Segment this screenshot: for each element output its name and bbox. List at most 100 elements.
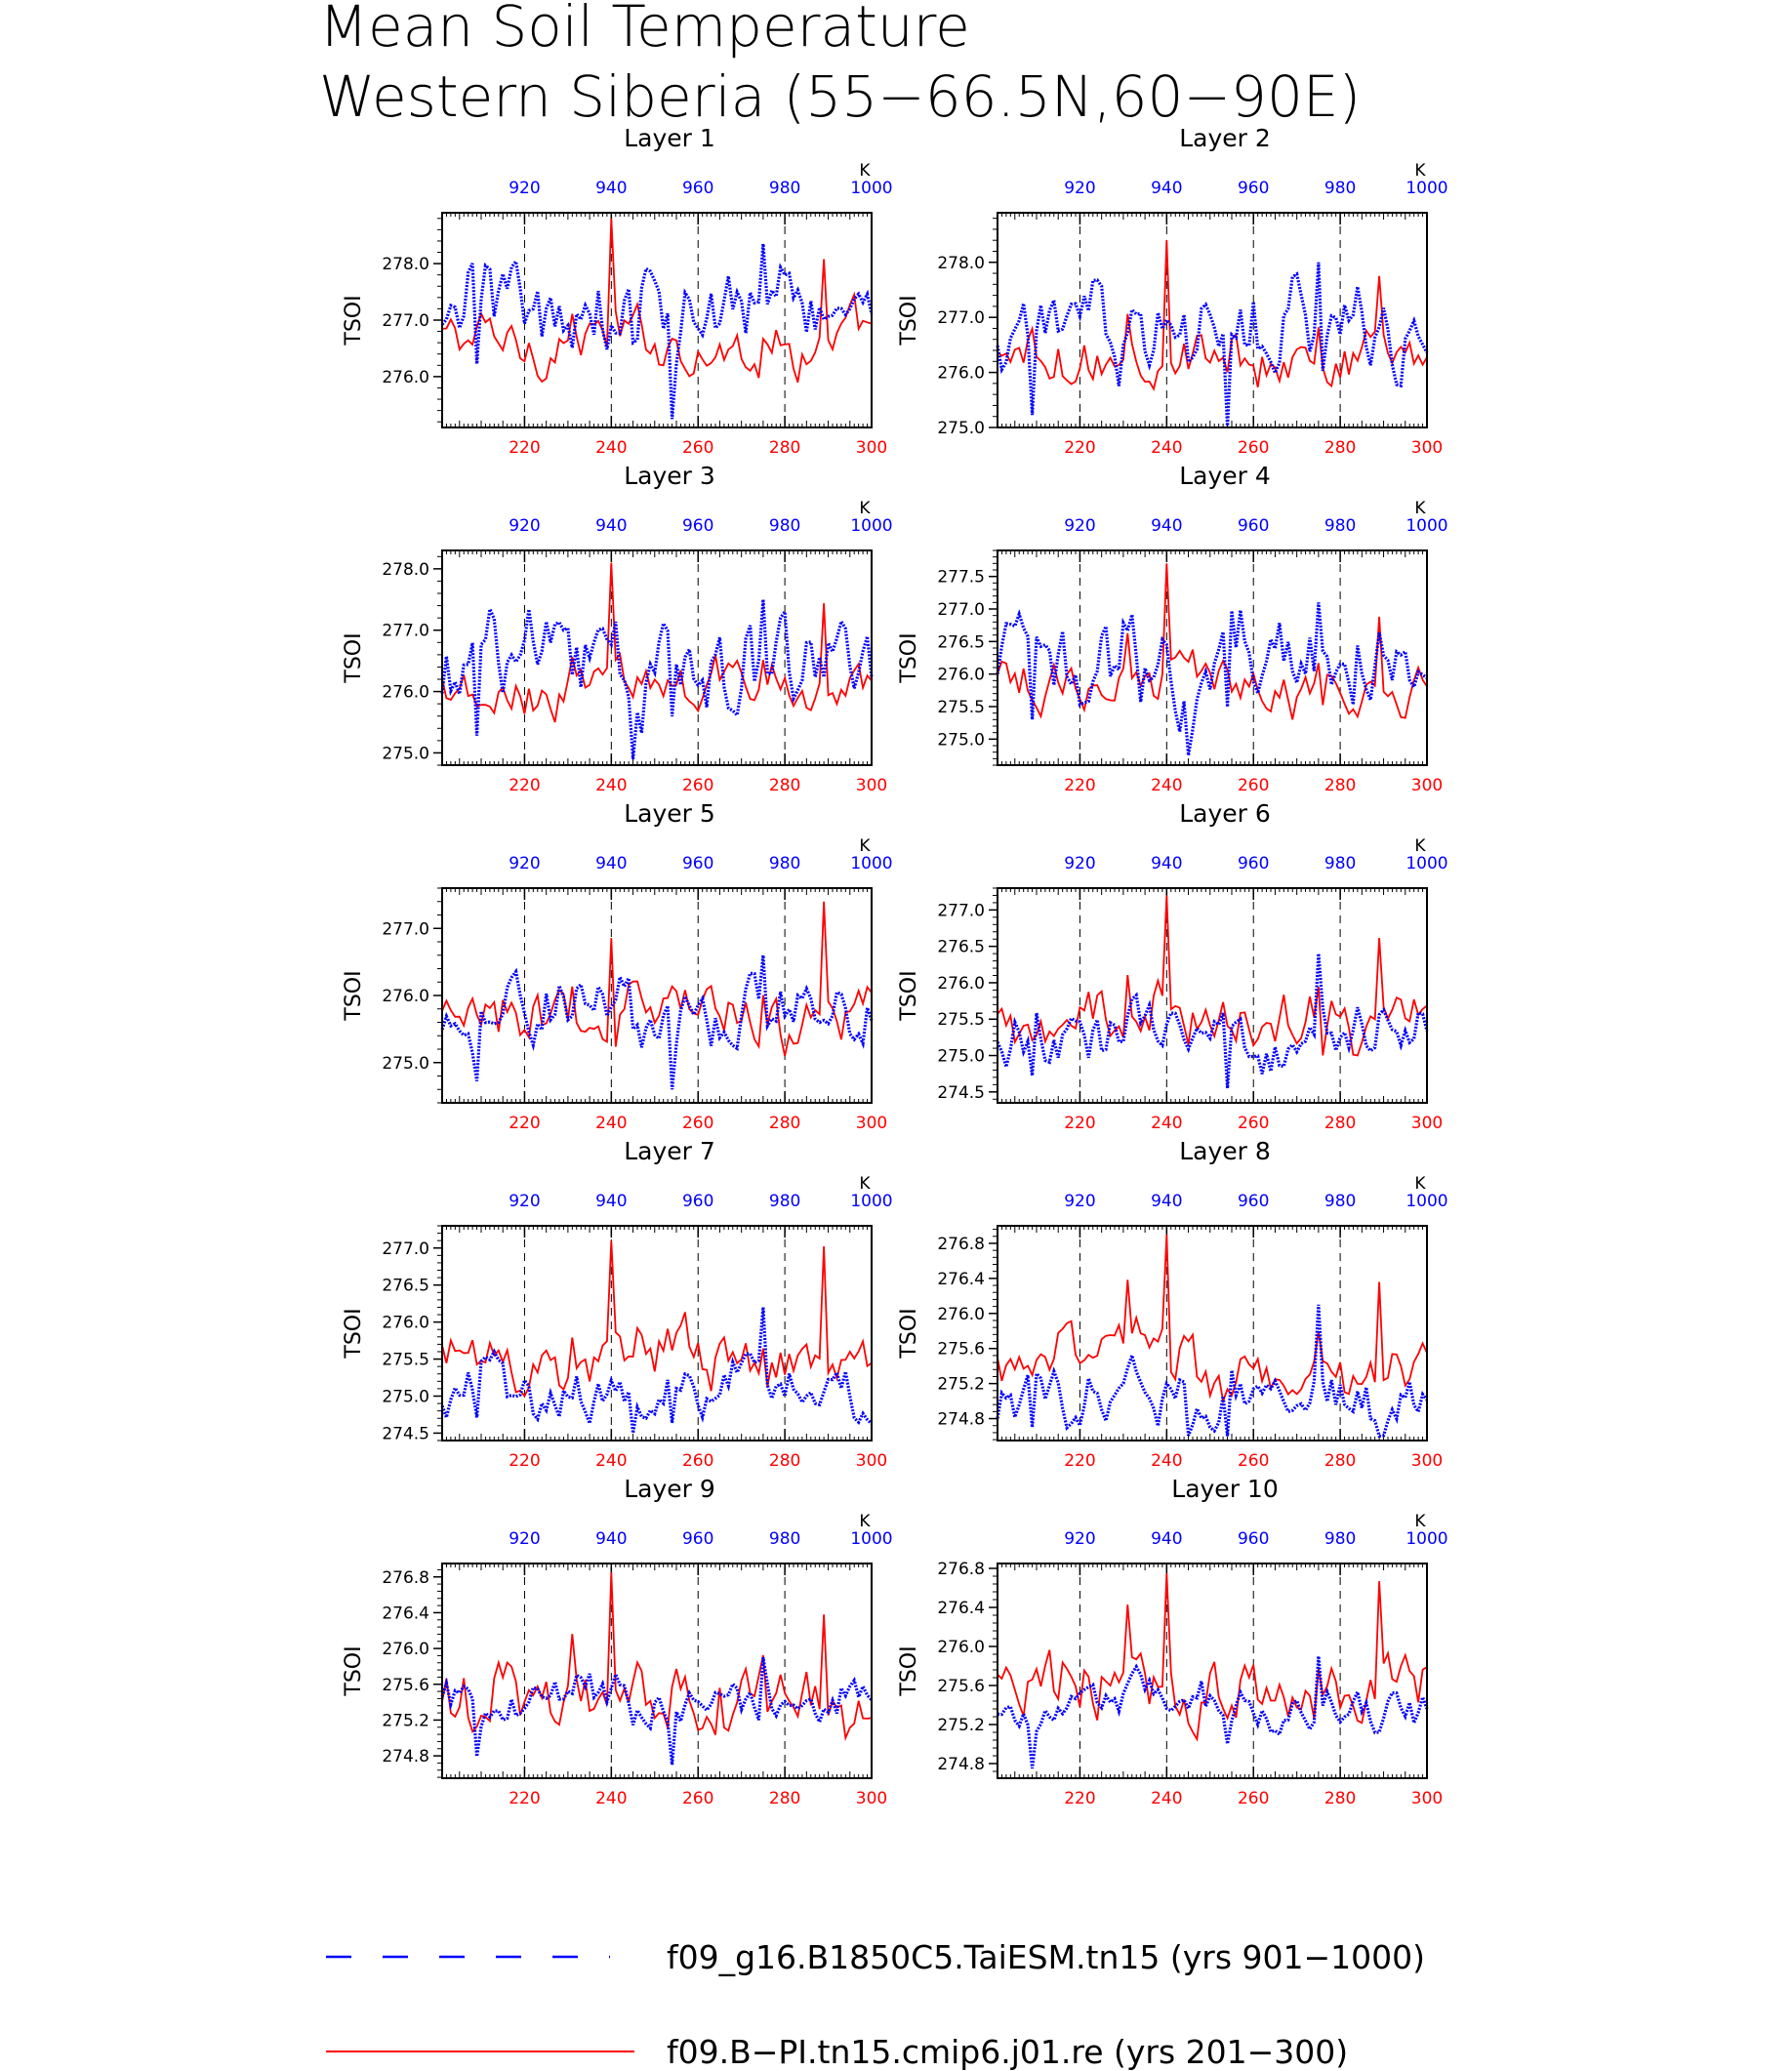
top-axis-unit: K <box>859 499 871 518</box>
panel-title: Layer 3 <box>624 462 715 490</box>
x-tick-label-bottom: 220 <box>1064 1789 1095 1808</box>
x-tick-label-bottom: 220 <box>1064 1114 1095 1133</box>
x-tick-label-bottom: 260 <box>1238 438 1269 458</box>
panel-layer-4: Layer 4 TSOI 220 240 260 280 300 920 940 960 980 10… <box>897 462 1448 795</box>
x-tick-label-bottom: 220 <box>1064 776 1095 795</box>
x-tick-label-bottom: 220 <box>509 776 540 795</box>
panel-title: Layer 2 <box>1179 124 1271 152</box>
panel-title: Layer 10 <box>1171 1475 1278 1503</box>
y-tick-label: 275.0 <box>937 1047 985 1067</box>
x-tick-label-top: 1000 <box>1405 179 1447 198</box>
legend-label-red: f09.B−PI.tn15.cmip6.j01.re (yrs 201−300) <box>667 2033 1348 2071</box>
x-tick-label-bottom: 280 <box>769 776 800 795</box>
y-tick-label: 274.5 <box>382 1424 429 1443</box>
x-tick-label-top: 1000 <box>850 854 892 873</box>
x-tick-label-top: 980 <box>1324 1529 1356 1549</box>
x-tick-label-bottom: 220 <box>509 1451 540 1471</box>
x-tick-label-bottom: 280 <box>1324 776 1356 795</box>
series-line-blue <box>440 1657 874 1766</box>
x-tick-label-bottom: 300 <box>856 1789 887 1808</box>
y-tick-label: 276.0 <box>382 1314 429 1333</box>
x-tick-label-top: 920 <box>509 1192 540 1211</box>
y-tick-label: 276.0 <box>937 974 985 994</box>
x-tick-label-bottom: 240 <box>1151 1789 1182 1808</box>
panel-grid: Layer 1 TSOI 220 240 260 280 300 920 940 960 980 10… <box>342 124 1448 1808</box>
panel-layer-9: Layer 9 TSOI 220 240 260 280 300 920 940 960 980 10… <box>342 1475 893 1808</box>
x-tick-label-top: 940 <box>1151 516 1182 536</box>
series-line-red <box>997 1572 1428 1742</box>
y-tick-label: 275.0 <box>937 419 985 438</box>
y-tick-label: 275.5 <box>937 698 985 717</box>
x-tick-label-top: 940 <box>1151 1529 1182 1549</box>
x-tick-label-top: 940 <box>1151 179 1182 198</box>
y-tick-label: 277.0 <box>382 1239 429 1259</box>
x-tick-label-top: 920 <box>1064 1192 1095 1211</box>
panel-title: Layer 7 <box>624 1137 715 1165</box>
y-tick-label: 276.4 <box>937 1270 985 1289</box>
series-line-red <box>997 563 1428 720</box>
x-tick-label-top: 960 <box>682 516 713 536</box>
x-tick-label-bottom: 280 <box>769 1789 800 1808</box>
series-line-red <box>997 240 1428 391</box>
x-tick-label-top: 920 <box>509 516 540 536</box>
y-tick-label: 276.0 <box>937 1638 985 1657</box>
series-line-blue <box>996 1304 1429 1439</box>
y-tick-label: 276.0 <box>382 987 429 1006</box>
x-tick-label-bottom: 240 <box>595 1451 627 1471</box>
y-tick-label: 275.6 <box>937 1677 985 1696</box>
panel-frame <box>997 1225 1428 1442</box>
x-tick-label-top: 940 <box>595 1192 627 1211</box>
top-axis-unit: K <box>859 1512 871 1531</box>
y-tick-label: 275.2 <box>937 1375 985 1395</box>
panel-layer-8: Layer 8 TSOI 220 240 260 280 300 920 940 960 980 10… <box>897 1137 1448 1471</box>
panel-title: Layer 5 <box>624 799 715 828</box>
y-axis-label: TSOI <box>342 1308 366 1359</box>
x-tick-label-bottom: 220 <box>509 1114 540 1133</box>
x-tick-label-top: 960 <box>1238 854 1269 873</box>
y-tick-label: 276.5 <box>937 938 985 957</box>
x-tick-label-top: 940 <box>595 516 627 536</box>
x-tick-label-bottom: 260 <box>682 1789 713 1808</box>
x-tick-label-bottom: 220 <box>509 1789 540 1808</box>
x-tick-label-top: 1000 <box>1405 1192 1447 1211</box>
series-line-red <box>441 901 873 1057</box>
top-axis-unit: K <box>859 836 871 856</box>
x-tick-label-bottom: 300 <box>1411 438 1443 458</box>
x-tick-label-top: 980 <box>1324 854 1356 873</box>
y-tick-label: 276.5 <box>937 632 985 652</box>
x-tick-label-bottom: 240 <box>1151 776 1182 795</box>
series-line-red <box>441 218 873 384</box>
x-tick-label-top: 920 <box>509 179 540 198</box>
x-tick-label-top: 940 <box>595 854 627 873</box>
y-tick-label: 274.5 <box>937 1083 985 1103</box>
x-tick-label-bottom: 300 <box>1411 1789 1443 1808</box>
x-tick-label-bottom: 220 <box>509 438 540 458</box>
y-tick-label: 277.5 <box>937 568 985 588</box>
x-tick-label-bottom: 260 <box>682 1451 713 1471</box>
y-axis-label: TSOI <box>342 632 366 683</box>
x-tick-label-top: 920 <box>1064 1529 1095 1549</box>
y-tick-label: 276.4 <box>382 1604 429 1623</box>
x-tick-label-top: 940 <box>1151 854 1182 873</box>
y-tick-label: 275.0 <box>382 1387 429 1406</box>
x-tick-label-bottom: 240 <box>1151 438 1182 458</box>
x-tick-label-bottom: 300 <box>856 1114 887 1133</box>
x-tick-label-bottom: 220 <box>1064 1451 1095 1471</box>
x-tick-label-bottom: 280 <box>1324 438 1356 458</box>
x-tick-label-bottom: 300 <box>1411 1114 1443 1133</box>
x-tick-label-top: 960 <box>682 179 713 198</box>
y-tick-label: 275.5 <box>382 1351 429 1370</box>
x-tick-label-top: 940 <box>595 179 627 198</box>
x-tick-label-bottom: 260 <box>1238 1114 1269 1133</box>
x-tick-label-top: 1000 <box>850 516 892 536</box>
panel-frame <box>997 212 1428 428</box>
x-tick-label-bottom: 300 <box>856 438 887 458</box>
x-tick-label-bottom: 240 <box>595 438 627 458</box>
y-tick-label: 275.6 <box>382 1676 429 1695</box>
y-tick-label: 277.0 <box>382 622 429 641</box>
x-tick-label-top: 980 <box>1324 1192 1356 1211</box>
x-tick-label-bottom: 280 <box>769 1114 800 1133</box>
x-tick-label-bottom: 280 <box>769 1451 800 1471</box>
panel-title: Layer 6 <box>1179 799 1271 828</box>
y-tick-label: 276.0 <box>382 683 429 703</box>
